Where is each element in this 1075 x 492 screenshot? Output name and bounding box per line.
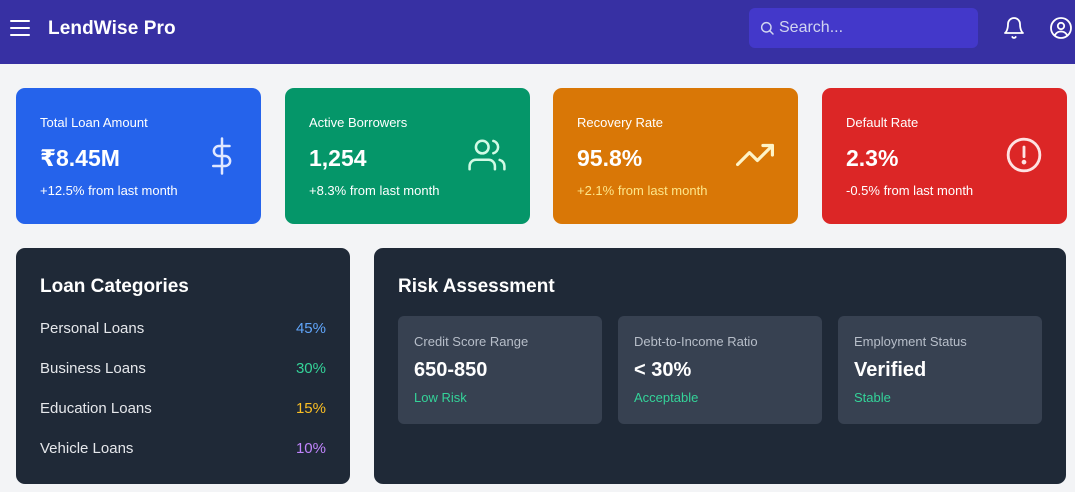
dollar-icon <box>207 136 237 181</box>
category-percent: 30% <box>295 360 326 377</box>
search-icon <box>760 21 774 35</box>
risk-label: Employment Status <box>854 334 967 349</box>
hamburger-menu-icon[interactable] <box>10 20 30 36</box>
stat-value: 2.3% <box>846 145 899 171</box>
risk-status: Acceptable <box>634 390 699 405</box>
alert-circle-icon <box>1005 136 1043 179</box>
category-row-business[interactable]: Business Loans 30% <box>40 360 326 382</box>
stat-label: Active Borrowers <box>309 115 408 130</box>
risk-status: Stable <box>854 390 891 405</box>
category-row-education[interactable]: Education Loans 15% <box>40 400 326 422</box>
search-box[interactable] <box>749 8 978 48</box>
risk-card-credit-score[interactable]: Credit Score Range 650-850 Low Risk <box>398 316 602 424</box>
trending-up-icon <box>736 136 774 179</box>
risk-label: Debt-to-Income Ratio <box>634 334 758 349</box>
category-percent: 10% <box>295 440 326 457</box>
risk-status: Low Risk <box>414 390 467 405</box>
search-input[interactable] <box>779 8 969 48</box>
category-name: Education Loans <box>40 400 152 417</box>
bell-icon[interactable] <box>1002 16 1026 45</box>
users-icon <box>468 136 506 179</box>
risk-label: Credit Score Range <box>414 334 529 349</box>
stat-change: +8.3% from last month <box>309 183 440 198</box>
risk-value: Verified <box>854 359 927 381</box>
panel-title: Risk Assessment <box>398 276 555 297</box>
category-row-vehicle[interactable]: Vehicle Loans 10% <box>40 440 326 462</box>
stat-label: Total Loan Amount <box>40 115 148 130</box>
category-percent: 45% <box>295 320 326 337</box>
category-name: Vehicle Loans <box>40 440 134 457</box>
risk-value: 650-850 <box>414 359 488 381</box>
loan-categories-panel: Loan Categories Personal Loans 45% Busin… <box>16 248 350 484</box>
stat-value: 95.8% <box>577 145 643 171</box>
stat-label: Default Rate <box>846 115 919 130</box>
risk-card-debt-to-income[interactable]: Debt-to-Income Ratio < 30% Acceptable <box>618 316 822 424</box>
user-circle-icon[interactable] <box>1049 16 1073 45</box>
stat-value: 1,254 <box>309 145 367 171</box>
stat-card-total-loan-amount[interactable]: Total Loan Amount ₹8.45M +12.5% from las… <box>16 88 261 224</box>
risk-card-employment-status[interactable]: Employment Status Verified Stable <box>838 316 1042 424</box>
app-title: LendWise Pro <box>48 18 176 39</box>
stat-value: ₹8.45M <box>40 145 120 171</box>
risk-assessment-panel: Risk Assessment Credit Score Range 650-8… <box>374 248 1066 484</box>
top-navigation-bar: LendWise Pro <box>0 0 1075 64</box>
stat-change: +12.5% from last month <box>40 183 178 198</box>
stat-label: Recovery Rate <box>577 115 663 130</box>
category-name: Business Loans <box>40 360 146 377</box>
stat-card-default-rate[interactable]: Default Rate 2.3% -0.5% from last month <box>822 88 1067 224</box>
category-row-personal[interactable]: Personal Loans 45% <box>40 320 326 342</box>
category-name: Personal Loans <box>40 320 145 337</box>
stat-change: -0.5% from last month <box>846 183 974 198</box>
risk-value: < 30% <box>634 359 692 381</box>
stat-change: +2.1% from last month <box>577 183 708 198</box>
category-percent: 15% <box>295 400 326 417</box>
stat-card-active-borrowers[interactable]: Active Borrowers 1,254 +8.3% from last m… <box>285 88 530 224</box>
panel-title: Loan Categories <box>40 276 189 297</box>
stat-card-recovery-rate[interactable]: Recovery Rate 95.8% +2.1% from last mont… <box>553 88 798 224</box>
